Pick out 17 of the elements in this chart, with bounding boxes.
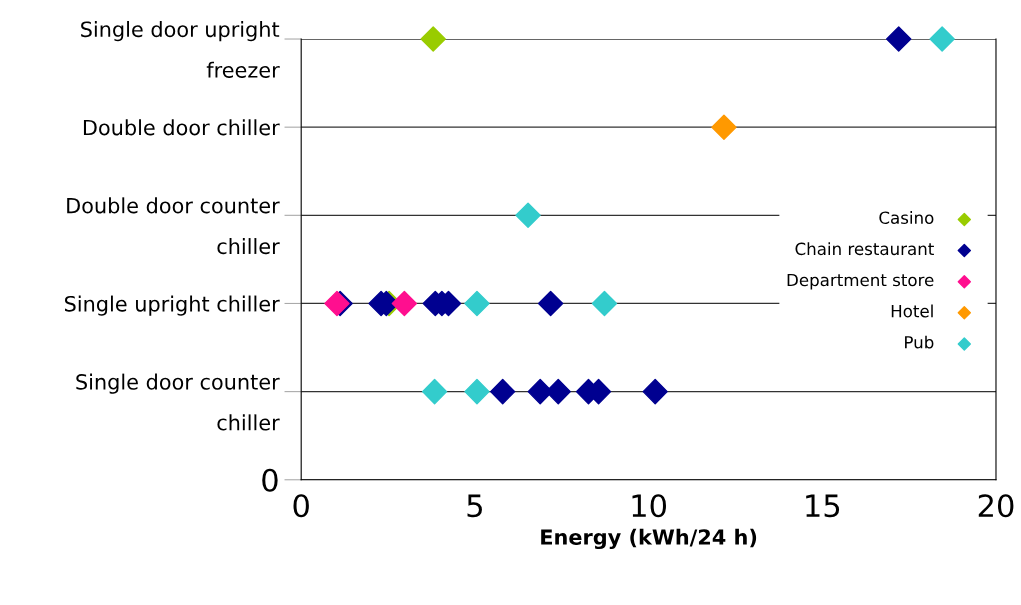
- x-axis-title: Energy (kWh/24 h): [541, 528, 757, 550]
- x-tick-label: 0: [293, 494, 309, 518]
- x-tick-label: 5: [467, 494, 482, 518]
- y-tick-label: Single upright chiller: [64, 295, 280, 316]
- legend-label: Chain restaurant: [795, 242, 934, 256]
- x-tick-label: 15: [806, 494, 840, 518]
- x-tick-label: 20: [978, 494, 1014, 518]
- x-tick-label: 10: [632, 494, 666, 518]
- y-tick-label: Double door chiller: [83, 119, 280, 136]
- y-tick-label: Double door counter chiller: [67, 197, 280, 255]
- legend-label: Casino: [879, 211, 934, 225]
- legend-label: Hotel: [891, 304, 933, 318]
- y-tick-label: Single door upright freezer: [81, 21, 280, 78]
- legend-label: Department store: [787, 273, 934, 290]
- legend-label: Pub: [905, 335, 934, 349]
- y-tick-label: 0: [262, 468, 278, 492]
- y-tick-label: Single door counter chiller: [76, 373, 280, 431]
